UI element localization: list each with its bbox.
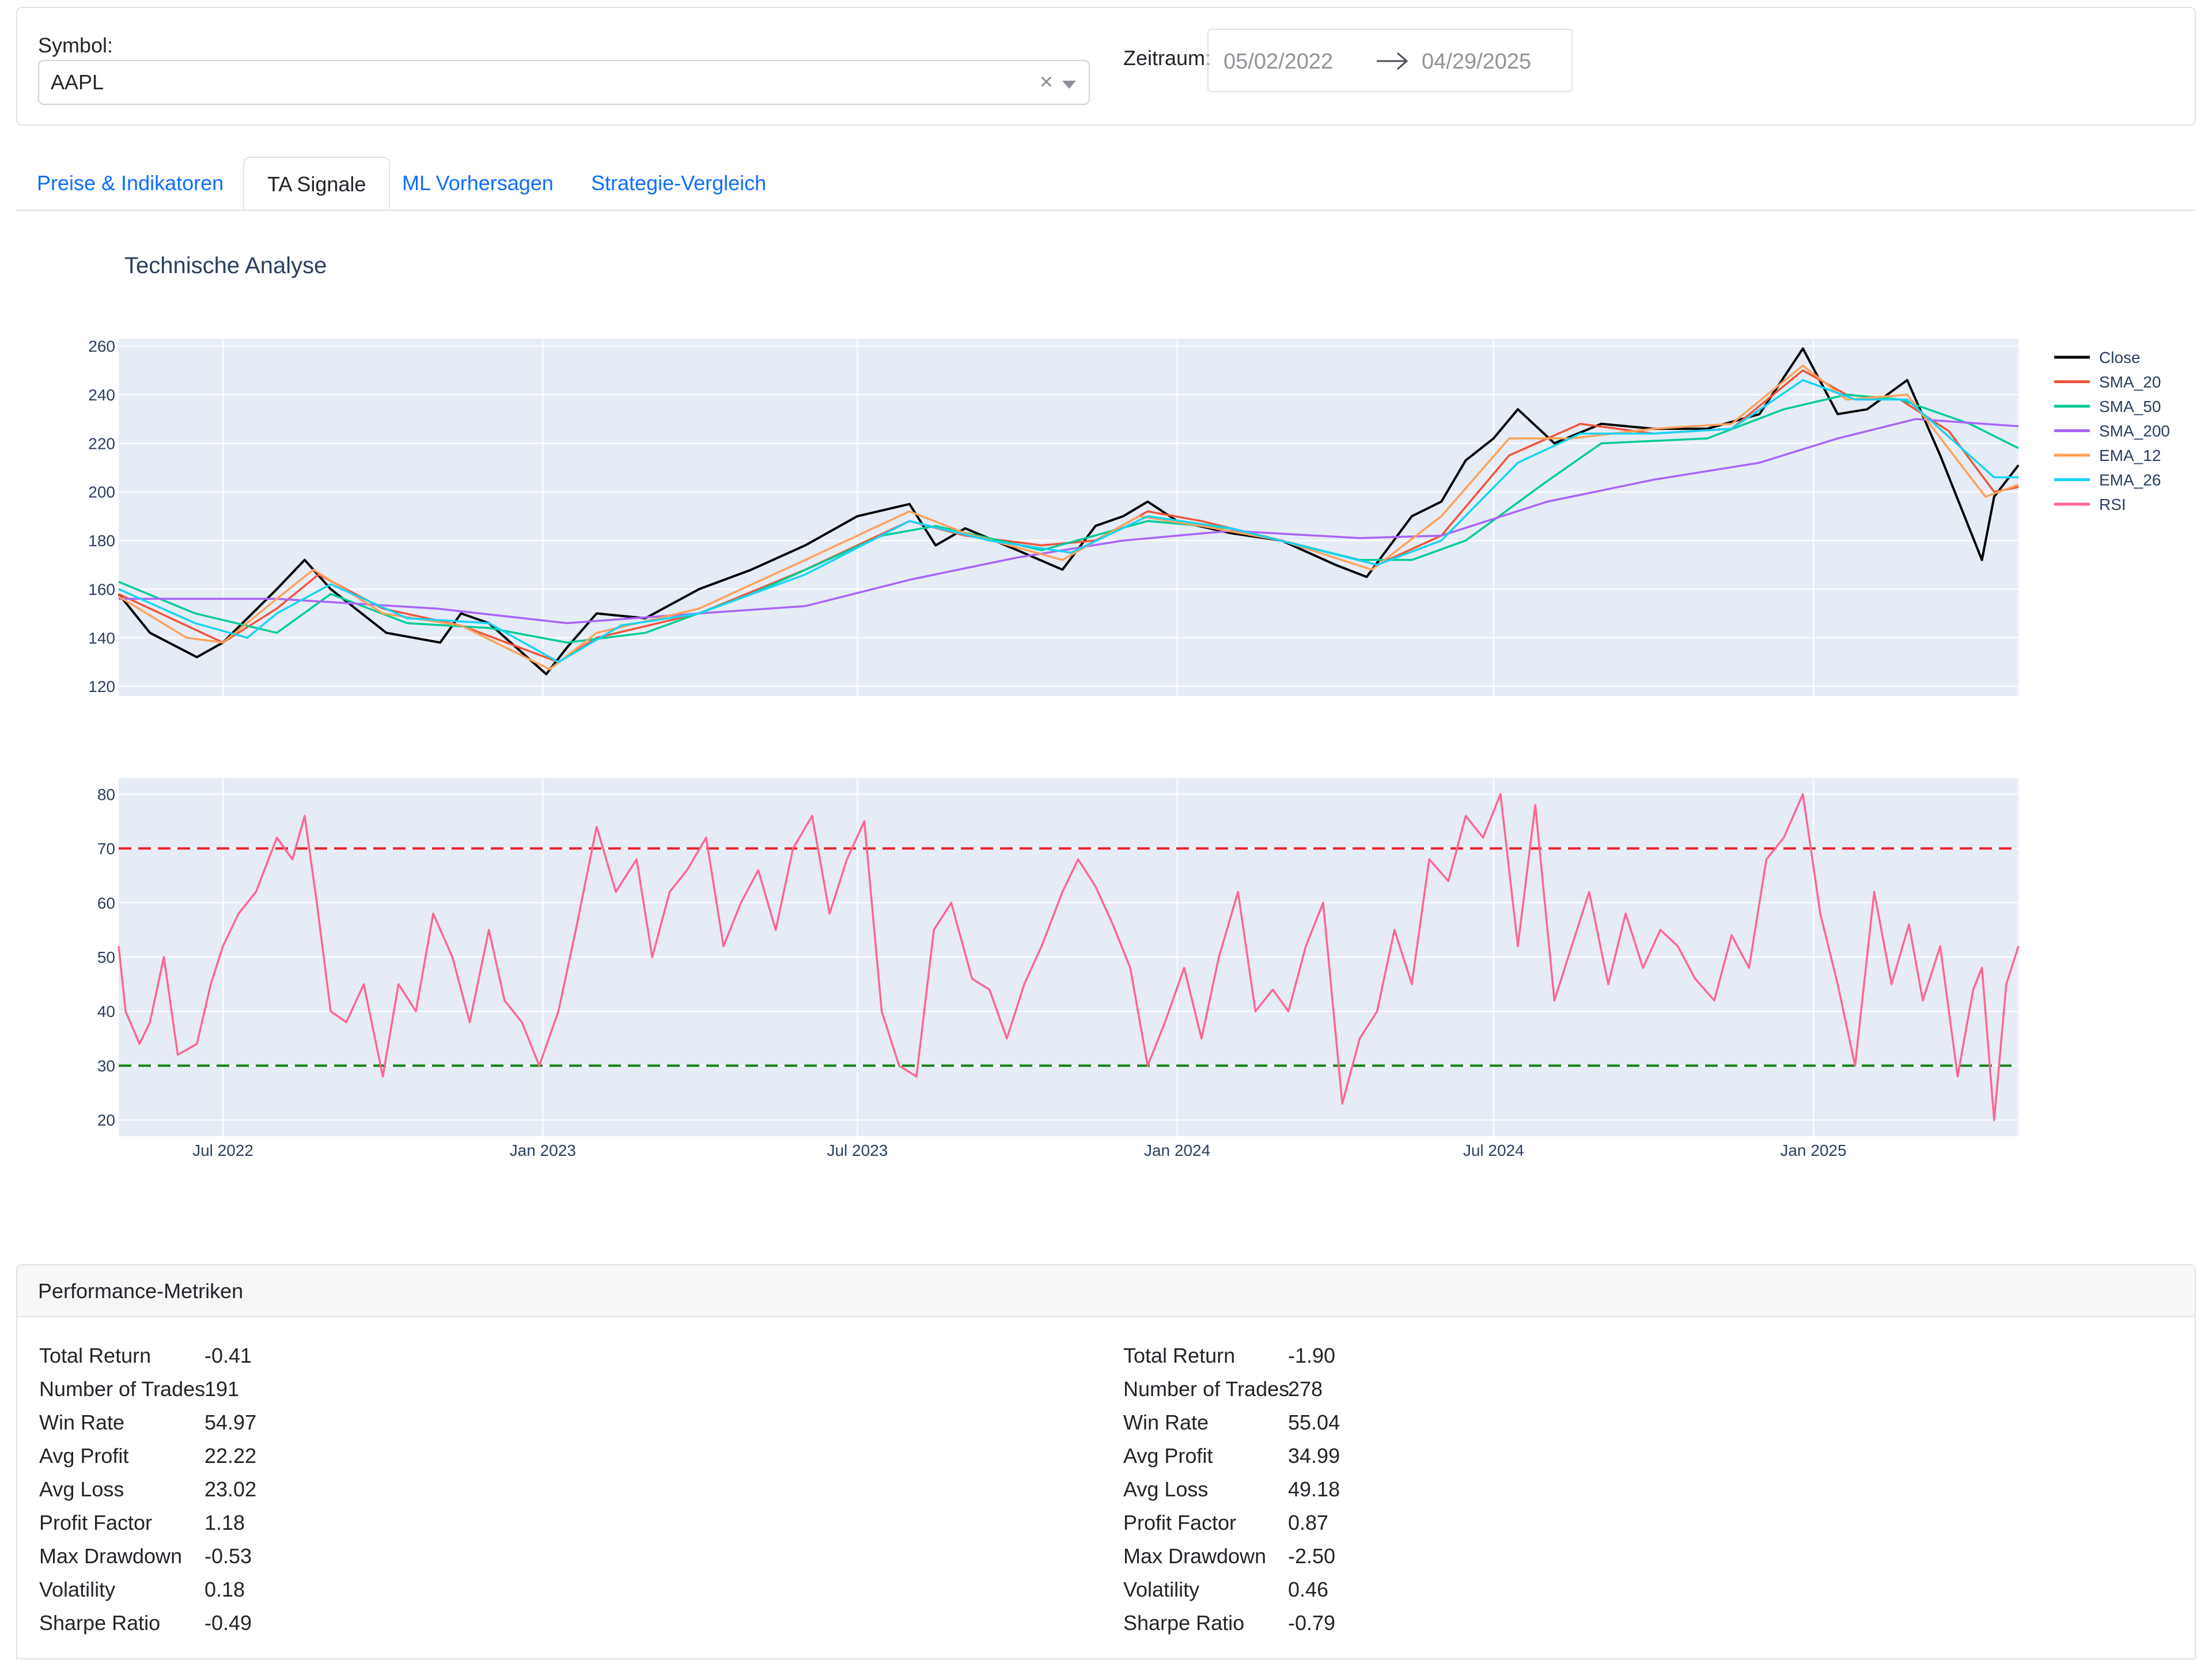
metric-value: 23.02 [204,1477,257,1501]
metric-value: 1.18 [204,1511,245,1534]
chart-legend[interactable]: Close SMA_20 SMA_50 SMA_200 EMA_12 EMA_26 RSI [2054,349,2170,513]
metric-value: -2.50 [1288,1544,1336,1568]
metrics-header: Performance-Metriken [17,1265,2195,1317]
metric-label: Avg Profit [39,1444,129,1468]
legend-label: EMA_12 [2099,447,2161,464]
x-tick-label: Jul 2024 [1463,1141,1524,1159]
legend-item-ema-12[interactable]: EMA_12 [2054,447,2161,464]
legend-item-rsi[interactable]: RSI [2054,496,2126,513]
metric-value: 22.22 [204,1444,257,1468]
legend-label: RSI [2099,496,2126,513]
metric-label: Volatility [1123,1578,1200,1601]
metric-value: -0.41 [204,1344,252,1367]
legend-item-ema-26[interactable]: EMA_26 [2054,471,2161,489]
metric-label: Avg Profit [1123,1444,1213,1468]
metric-label: Profit Factor [39,1511,153,1534]
metric-value: 54.97 [204,1411,257,1434]
tab-ml-vorhersagen[interactable]: ML Vorhersagen [402,171,554,195]
metric-value: -0.79 [1288,1611,1336,1635]
x-tick-label: Jul 2023 [827,1141,888,1159]
arrow-right-icon [1377,52,1408,70]
chart-title: Technische Analyse [124,253,327,278]
metric-value: 278 [1288,1377,1323,1401]
rsi-y-tick-label: 60 [97,894,115,912]
metric-value: -0.49 [204,1611,252,1635]
metric-value: 34.99 [1288,1444,1340,1468]
period-label: Zeitraum: [1123,46,1211,70]
x-tick-label: Jan 2024 [1144,1141,1210,1159]
tab-bar: Preise & Indikatoren TA Signale ML Vorhe… [16,157,2196,211]
rsi-y-tick-label: 40 [97,1003,115,1020]
price-plot-area [119,339,2018,696]
series-sma-200-line [119,418,2019,625]
metric-label: Number of Trades [39,1377,206,1401]
rsi-y-tick-label: 70 [97,840,115,858]
symbol-select[interactable]: AAPL × [38,60,1090,105]
tab-strategie-vergleich[interactable]: Strategie-Vergleich [591,171,767,195]
metric-value: -1.90 [1288,1344,1336,1367]
x-tick-label: Jul 2022 [192,1141,253,1159]
metric-value: 0.87 [1288,1511,1329,1534]
start-date-input[interactable]: 05/02/2022 [1224,50,1334,74]
legend-item-sma-50[interactable]: SMA_50 [2054,398,2161,415]
metric-label: Avg Loss [39,1477,124,1501]
metric-label: Total Return [1123,1344,1236,1367]
metric-label: Max Drawdown [1123,1544,1267,1568]
tab-ta-signale[interactable]: TA Signale [243,157,391,210]
legend-item-close[interactable]: Close [2054,349,2141,366]
symbol-label: Symbol: [38,33,113,57]
metric-value: 55.04 [1288,1411,1340,1434]
legend-label: SMA_20 [2099,373,2161,391]
rsi-y-tick-label: 20 [97,1111,115,1129]
filter-card: Symbol: AAPL × Zeitraum: 05/02/2022 04/2… [16,7,2196,126]
metric-label: Sharpe Ratio [39,1611,161,1635]
legend-item-sma-200[interactable]: SMA_200 [2054,422,2170,440]
metric-value: 0.18 [204,1578,245,1601]
series-rsi-line [118,793,2020,1121]
symbol-select-value: AAPL [51,70,104,94]
legend-label: SMA_200 [2099,422,2170,440]
price-y-tick-label: 180 [88,532,115,550]
tab-preise-indikatoren[interactable]: Preise & Indikatoren [37,171,224,195]
metric-label: Avg Loss [1123,1477,1209,1501]
metric-value: -0.53 [204,1544,252,1568]
metric-label: Number of Trades [1123,1377,1290,1401]
rsi-y-tick-label: 50 [97,948,115,966]
x-tick-label: Jan 2023 [510,1141,576,1159]
metric-value: 49.18 [1288,1477,1340,1501]
technical-analysis-chart: Technische Analyse Close SMA_20 SMA_50 SMA_… [88,253,2170,1159]
metric-value: 0.46 [1288,1578,1329,1601]
price-y-tick-label: 240 [88,386,115,404]
series-sma-50-line [118,394,2019,644]
series-ema-26-line [118,379,2018,663]
price-y-tick-label: 120 [88,678,115,695]
legend-label: Close [2099,349,2141,366]
metric-label: Win Rate [39,1411,125,1434]
metric-label: Sharpe Ratio [1123,1611,1245,1635]
metric-label: Total Return [39,1344,151,1367]
price-y-tick-label: 260 [88,338,115,356]
chevron-down-icon[interactable] [1062,81,1076,89]
price-y-tick-label: 140 [88,629,115,647]
clear-icon[interactable]: × [1039,69,1053,94]
legend-label: SMA_50 [2099,398,2161,415]
metric-label: Win Rate [1123,1411,1209,1434]
metric-label: Profit Factor [1123,1511,1237,1534]
x-tick-label: Jan 2025 [1780,1141,1846,1159]
legend-item-sma-20[interactable]: SMA_20 [2054,373,2161,391]
price-y-tick-label: 200 [88,483,115,501]
metrics-title: Performance-Metriken [38,1279,244,1303]
metric-label: Volatility [39,1578,116,1601]
metric-value: 191 [204,1377,240,1401]
legend-label: EMA_26 [2099,471,2161,489]
metric-label: Max Drawdown [39,1544,183,1568]
performance-metrics-card: Performance-Metriken Total Return -0.41 Nu… [16,1264,2196,1659]
end-date-input[interactable]: 04/29/2025 [1422,50,1532,74]
rsi-y-tick-label: 30 [97,1057,115,1075]
price-y-tick-label: 160 [88,580,115,598]
rsi-y-tick-label: 80 [97,785,115,803]
price-y-tick-label: 220 [88,434,115,452]
date-range-picker[interactable]: 05/02/2022 04/29/2025 [1207,29,1573,92]
